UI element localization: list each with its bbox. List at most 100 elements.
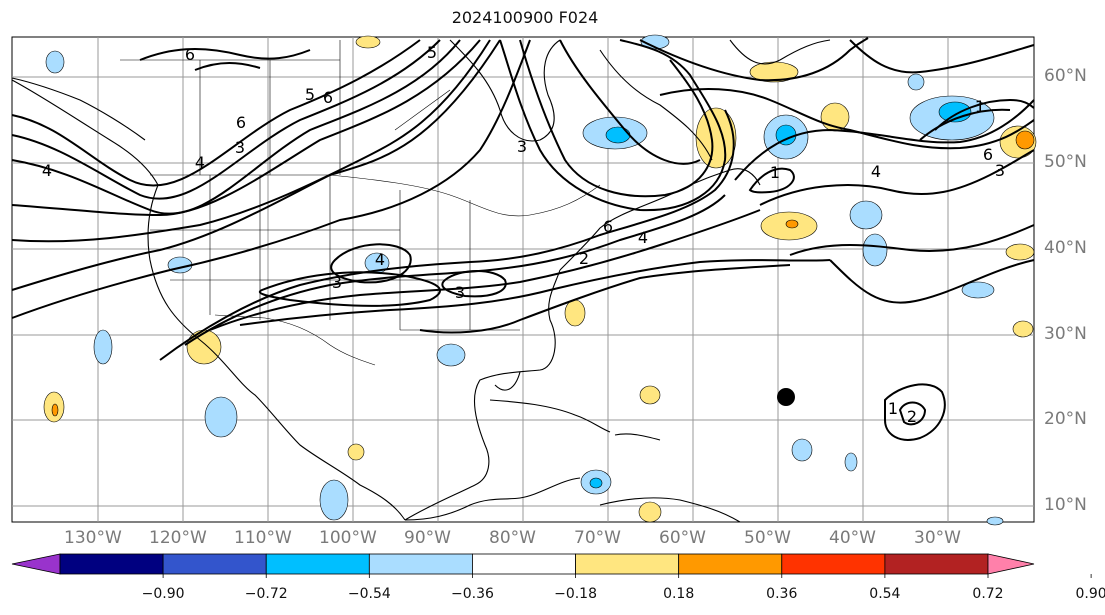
anomaly-blob [907, 73, 925, 91]
colorbar-segment [59, 553, 164, 575]
anomaly-blob [605, 126, 631, 144]
contour-label: 3 [995, 161, 1005, 180]
anomaly-blob [589, 477, 603, 489]
colorbar-tick-label: 0.54 [869, 586, 901, 602]
contour-line [419, 264, 791, 334]
anomaly-blob [45, 50, 65, 74]
coastline-cuba [489, 399, 611, 433]
contour-line [11, 39, 491, 243]
contour-line [734, 99, 1035, 181]
longitude-label: 130°W [64, 528, 122, 548]
latitude-label: 60°N [1044, 66, 1087, 86]
longitude-label: 70°W [574, 528, 621, 548]
colorbar-segment [472, 553, 576, 575]
contour-label: 4 [42, 161, 52, 180]
longitude-label: 30°W [914, 528, 961, 548]
contour-lines [11, 37, 1035, 441]
colorbar-tick-label: 0.72 [972, 586, 1004, 602]
latitude-label: 50°N [1044, 152, 1087, 172]
anomaly-blob [1015, 130, 1035, 150]
colorbar-segment [265, 553, 370, 575]
storm-center-dot [777, 388, 795, 406]
longitude-label: 40°W [829, 528, 876, 548]
colorbar-tick-label: −0.72 [244, 586, 288, 602]
colorbar-segment [781, 553, 886, 575]
anomaly-blob [1012, 320, 1034, 338]
contour-line [441, 270, 507, 298]
coastline-gulf [404, 269, 561, 521]
anomaly-blob [638, 501, 662, 523]
colorbar-segment [575, 553, 680, 575]
contour-line [934, 98, 1035, 131]
contour-label: 3 [517, 137, 527, 156]
colorbar-extend-low [11, 553, 61, 575]
anomaly-blob [564, 299, 586, 327]
coastlines [11, 39, 831, 523]
colorbar-tick-label: −0.36 [450, 586, 494, 602]
contour-label: 6 [983, 145, 993, 164]
anomaly-blob [849, 200, 883, 230]
contour-label: 5 [305, 85, 315, 104]
coastline-florida [494, 371, 521, 391]
anomaly-blob [347, 443, 365, 461]
contour-label: 4 [375, 250, 385, 269]
longitude-label: 50°W [744, 528, 791, 548]
contour-label: 2 [579, 249, 589, 268]
contour-line [759, 149, 1035, 206]
latitude-label: 40°N [1044, 238, 1087, 258]
longitude-label: 120°W [149, 528, 207, 548]
contour-label: 3 [332, 273, 342, 292]
longitude-label: 80°W [489, 528, 536, 548]
anomaly-blob [961, 281, 995, 299]
anomaly-blob [986, 516, 1004, 526]
colorbar-tick-label: −0.54 [347, 586, 391, 602]
contour-label: 1 [770, 163, 780, 182]
longitude-label: 90°W [404, 528, 451, 548]
anomaly-blob [1005, 243, 1035, 261]
contour-line [11, 39, 461, 215]
colorbar-segment [678, 553, 783, 575]
contour-line [849, 39, 1035, 74]
colorbar-segment [368, 553, 473, 575]
coastline-labrador [599, 49, 713, 161]
contour-label: 6 [603, 217, 613, 236]
anomaly-blob [639, 385, 661, 405]
anomaly-blob [355, 35, 381, 49]
contour-label: 3 [235, 138, 245, 157]
contour-line [499, 39, 727, 212]
anomaly-blob [436, 343, 466, 367]
anomaly-blob [785, 219, 799, 229]
contour-label: 4 [195, 153, 205, 172]
contour-line [159, 109, 735, 361]
contour-line [11, 39, 501, 291]
colorbar-tick-label: 0.90 [1075, 586, 1105, 602]
anomaly-blob [844, 452, 858, 472]
contour-line [748, 167, 795, 194]
coastline-hispaniola [614, 433, 661, 441]
longitude-label: 110°W [234, 528, 292, 548]
coastline-central-america [404, 477, 581, 521]
colorbar [11, 553, 1092, 578]
contour-label: 3 [455, 283, 465, 302]
contour-label: 4 [638, 228, 648, 247]
contour-line [789, 224, 1035, 256]
contour-label: 6 [323, 88, 333, 107]
contour-label: 6 [185, 45, 195, 64]
contour-label-group: 6 6 6 5 4 4 3 4 3 3 3 5 6 4 2 1 4 3 1 2 … [42, 43, 1005, 426]
province-border [394, 89, 451, 131]
colorbar-tick-label: 0.18 [663, 586, 695, 602]
colorbar-segment [884, 553, 989, 575]
coastline-greenland [729, 39, 831, 65]
colorbar-extend-high [987, 553, 1035, 575]
colorbar-tick-label: 0.36 [766, 586, 798, 602]
contour-line [829, 259, 1035, 304]
anomaly-blob [204, 396, 238, 438]
us-canada-border [150, 174, 601, 217]
contour-label: 1 [975, 97, 985, 116]
anomaly-blob [791, 438, 813, 462]
contour-label: 5 [427, 43, 437, 62]
contour-label: 4 [871, 162, 881, 181]
longitude-label: 100°W [319, 528, 377, 548]
contour-line [11, 39, 481, 217]
